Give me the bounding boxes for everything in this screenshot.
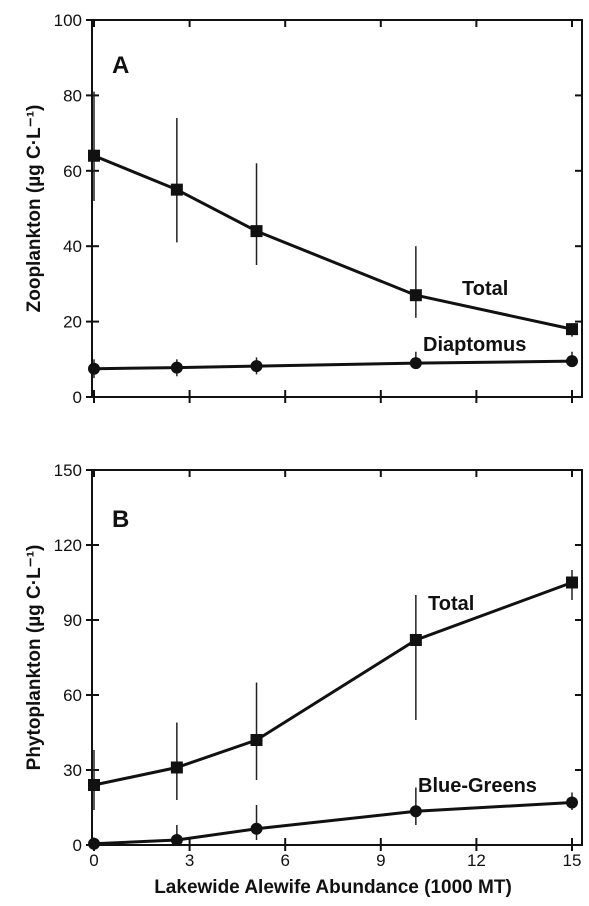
series-label: Total [462, 278, 508, 300]
y-tick-label: 100 [54, 11, 82, 30]
data-point [88, 149, 100, 162]
data-point [250, 734, 263, 746]
y-tick-label: 0 [73, 388, 82, 407]
series-total [88, 570, 578, 810]
y-tick-label: 20 [63, 313, 82, 332]
y-tick-label: 40 [63, 237, 82, 256]
data-point [250, 360, 263, 373]
data-point [170, 183, 183, 196]
x-axis-title: Lakewide Alewife Abundance (1000 MT) [154, 877, 512, 898]
y-tick-label: 120 [54, 536, 82, 555]
data-point [409, 357, 422, 370]
x-tick-label: 3 [185, 851, 194, 870]
data-point [88, 837, 100, 850]
x-tick-label: 15 [563, 851, 582, 870]
plot-frame [91, 19, 583, 398]
plot-frame [91, 469, 583, 846]
y-tick-label: 0 [73, 836, 82, 855]
data-point [566, 355, 578, 368]
x-tick-label: 6 [280, 851, 289, 870]
y-tick-label: 150 [54, 461, 82, 480]
series-blue-greens [88, 787, 578, 850]
data-point [409, 634, 422, 646]
series-label: Total [428, 593, 474, 615]
data-point [170, 834, 183, 846]
data-point [88, 362, 100, 375]
x-tick-label: 12 [467, 851, 486, 870]
x-tick-label: 0 [89, 851, 98, 870]
data-point [250, 225, 263, 238]
data-point [566, 323, 578, 336]
series-label: Blue-Greens [418, 775, 537, 797]
data-point [170, 761, 183, 774]
panel-a-zooplankton: 0 20 40 60 80 100 Zooplankton (µg C·L⁻¹) A Total… [24, 11, 583, 407]
x-tick-label: 9 [376, 851, 385, 870]
data-point [409, 805, 422, 818]
data-point [566, 576, 578, 589]
series-total [88, 91, 578, 337]
y-tick-label: 90 [63, 611, 82, 630]
y-axis-title: Zooplankton (µg C·L⁻¹) [24, 105, 45, 313]
series-diaptomus [88, 351, 578, 379]
data-point [566, 796, 578, 809]
data-point [409, 289, 422, 302]
y-tick-label: 30 [63, 761, 82, 780]
y-tick-label: 80 [63, 86, 82, 105]
data-point [88, 779, 100, 791]
y-tick-label: 60 [63, 686, 82, 705]
data-point [250, 822, 263, 835]
panel-letter: A [112, 52, 129, 79]
y-axis-title: Phytoplankton (µg C·L⁻¹) [24, 545, 45, 771]
y-tick-label: 60 [63, 162, 82, 181]
data-point [170, 361, 183, 374]
panel-letter: B [112, 506, 129, 533]
series-label: Diaptomus [423, 334, 526, 356]
